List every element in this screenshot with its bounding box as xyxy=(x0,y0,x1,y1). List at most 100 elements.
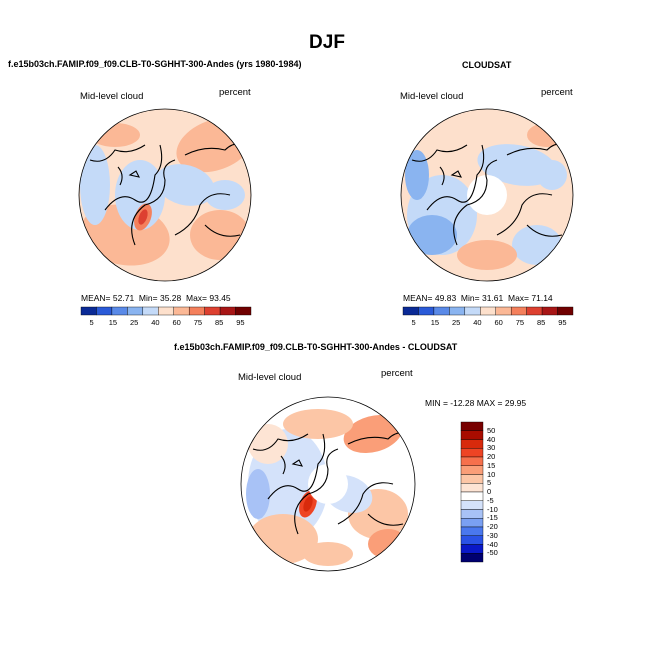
panel1-stats: MEAN= 52.71 Min= 35.28 Max= 93.45 xyxy=(81,293,231,303)
panel2-colorbar-tick-label: 15 xyxy=(430,318,440,327)
panel3-colorbar-swatch-4 xyxy=(460,456,484,466)
panel3-colorbar-tick-label: 40 xyxy=(487,434,496,444)
panel2-min: 31.61 xyxy=(481,293,504,303)
panel3-units-label: percent xyxy=(381,368,413,379)
panel1-polar-map xyxy=(78,108,252,282)
panel1-field xyxy=(79,109,251,281)
panel2-colorbar-swatch-9 xyxy=(541,306,558,316)
panel1-region-4 xyxy=(155,164,215,206)
panel2-colorbar xyxy=(402,306,574,316)
panel2-colorbar-swatch-3 xyxy=(449,306,466,316)
panel2-coastline-6 xyxy=(526,224,563,237)
page-title: DJF xyxy=(309,32,345,53)
panel3-colorbar-tick-label: -20 xyxy=(487,522,498,531)
panel3-colorbar-tick-label: 0 xyxy=(487,487,492,496)
panel3-colorbar-swatch-7 xyxy=(460,483,484,493)
panel1-colorbar-swatch-10 xyxy=(235,306,252,316)
panel3-region-10 xyxy=(246,469,270,519)
panel1-coastline-0 xyxy=(104,144,163,211)
panel1-colorbar-swatch-0 xyxy=(80,306,97,316)
panel1-max: 93.45 xyxy=(209,293,231,303)
panel3-colorbar-swatch-9 xyxy=(460,500,484,510)
panel3-colorbar-swatch-0 xyxy=(460,421,484,431)
panel2-colorbar-swatch-4 xyxy=(464,306,481,316)
panel1-colorbar-tick-label: 5 xyxy=(89,318,94,327)
panel2-max: 71.14 xyxy=(531,293,553,303)
panel1-colorbar-swatch-2 xyxy=(111,306,128,316)
panel2-colorbar-tick-label: 75 xyxy=(515,318,525,327)
panel2-colorbar-swatch-10 xyxy=(557,306,574,316)
panel2-region-2 xyxy=(407,215,457,255)
panel2-colorbar-swatch-8 xyxy=(526,306,543,316)
panel1-colorbar-swatch-1 xyxy=(96,306,113,316)
panel2-coastline-0 xyxy=(426,144,485,211)
panel1-region-6 xyxy=(205,180,245,210)
panel3-colorbar-swatch-5 xyxy=(460,465,484,475)
panel3-colorbar-tick-label: -30 xyxy=(487,530,498,540)
panel2-region-4 xyxy=(527,123,567,147)
panel2-colorbar-swatch-7 xyxy=(510,306,527,316)
panel2-colorbar-tick-label: 40 xyxy=(473,318,482,327)
panel3-stats: MIN = -12.28 MAX = 29.95 xyxy=(425,398,527,408)
panel3-colorbar-swatch-14 xyxy=(460,544,484,554)
panel3-colorbar-swatch-6 xyxy=(460,474,484,484)
panel3-colorbar-swatch-12 xyxy=(460,526,484,536)
panel2-run-title: CLOUDSAT xyxy=(462,60,512,70)
panel2-region-1 xyxy=(477,144,557,186)
panel2-colorbar-swatch-1 xyxy=(418,306,435,316)
panel2-colorbar-tick-label: 5 xyxy=(411,318,416,327)
panel3-region-4 xyxy=(283,409,353,439)
panel3-coastline-5 xyxy=(280,455,304,475)
panel3-border xyxy=(240,396,416,572)
panel3-missing-pole xyxy=(308,464,348,504)
panel3-colorbar-swatch-10 xyxy=(460,509,484,519)
panel2-polar-map xyxy=(400,108,574,282)
panel2-stats: MEAN= 49.83 Min= 31.61 Max= 71.14 xyxy=(403,293,553,303)
panel1-variable-label: Mid-level cloud xyxy=(80,91,144,102)
panel2-colorbar-tick-label: 60 xyxy=(494,318,503,327)
panel3-region-11 xyxy=(303,542,353,566)
panel1-coastline-5 xyxy=(117,166,141,186)
panel2-field xyxy=(401,109,573,281)
panel3-colorbar-swatch-2 xyxy=(460,439,484,449)
panel2-colorbar-swatch-2 xyxy=(433,306,450,316)
panel1-colorbar-tick-label: 75 xyxy=(193,318,203,327)
panel2-coastline-4 xyxy=(411,144,468,162)
panel2-region-7 xyxy=(537,160,567,190)
panel1-colorbar-swatch-7 xyxy=(188,306,205,316)
panel1-colorbar xyxy=(80,306,252,316)
panel3-region-9 xyxy=(368,529,408,559)
panel2-region-5 xyxy=(405,150,429,200)
panel3-colorbar-swatch-3 xyxy=(460,448,484,458)
panel3-colorbar-tick-label: 15 xyxy=(487,460,496,470)
panel2-colorbar-tick-label: 25 xyxy=(451,318,461,327)
panel3-colorbar xyxy=(460,421,484,563)
panel3-region-6 xyxy=(248,424,288,464)
panel1-colorbar-swatch-5 xyxy=(158,306,174,316)
panel3-colorbar-tick-label: -10 xyxy=(487,504,498,514)
panel3-colorbar-swatch-15 xyxy=(460,553,484,563)
panel2-region-3 xyxy=(512,225,562,265)
panel1-colorbar-tick-label: 60 xyxy=(172,318,181,327)
panel1-coastline-4 xyxy=(89,144,146,162)
panel2-missing-pole xyxy=(467,175,507,215)
panel2-colorbar-tick-label: 95 xyxy=(558,318,567,327)
panel3-run-title: f.e15b03ch.FAMIP.f09_f09.CLB-T0-SGHHT-30… xyxy=(174,342,458,352)
panel1-coastline-6 xyxy=(204,224,241,237)
panel3-region-1 xyxy=(343,414,403,454)
panel3-field xyxy=(241,397,415,571)
panel1-region-8 xyxy=(138,209,148,225)
panel3-colorbar-tick-label: -40 xyxy=(487,539,498,549)
panel1-border xyxy=(78,108,252,282)
panel1-mean: 52.71 xyxy=(112,293,135,303)
panel1-units-label: percent xyxy=(219,87,251,98)
panel3-variable-label: Mid-level cloud xyxy=(238,372,302,383)
panel3-colorbar-swatch-8 xyxy=(460,491,484,501)
panel1-colorbar-swatch-6 xyxy=(173,306,190,316)
panel1-colorbar-tick-label: 15 xyxy=(108,318,118,327)
panel2-colorbar-swatch-0 xyxy=(402,306,419,316)
panel3-colorbar-swatch-13 xyxy=(460,535,484,545)
panel3-colorbar-tick-label: 20 xyxy=(487,452,496,461)
panel2-coastline-2 xyxy=(496,193,553,236)
